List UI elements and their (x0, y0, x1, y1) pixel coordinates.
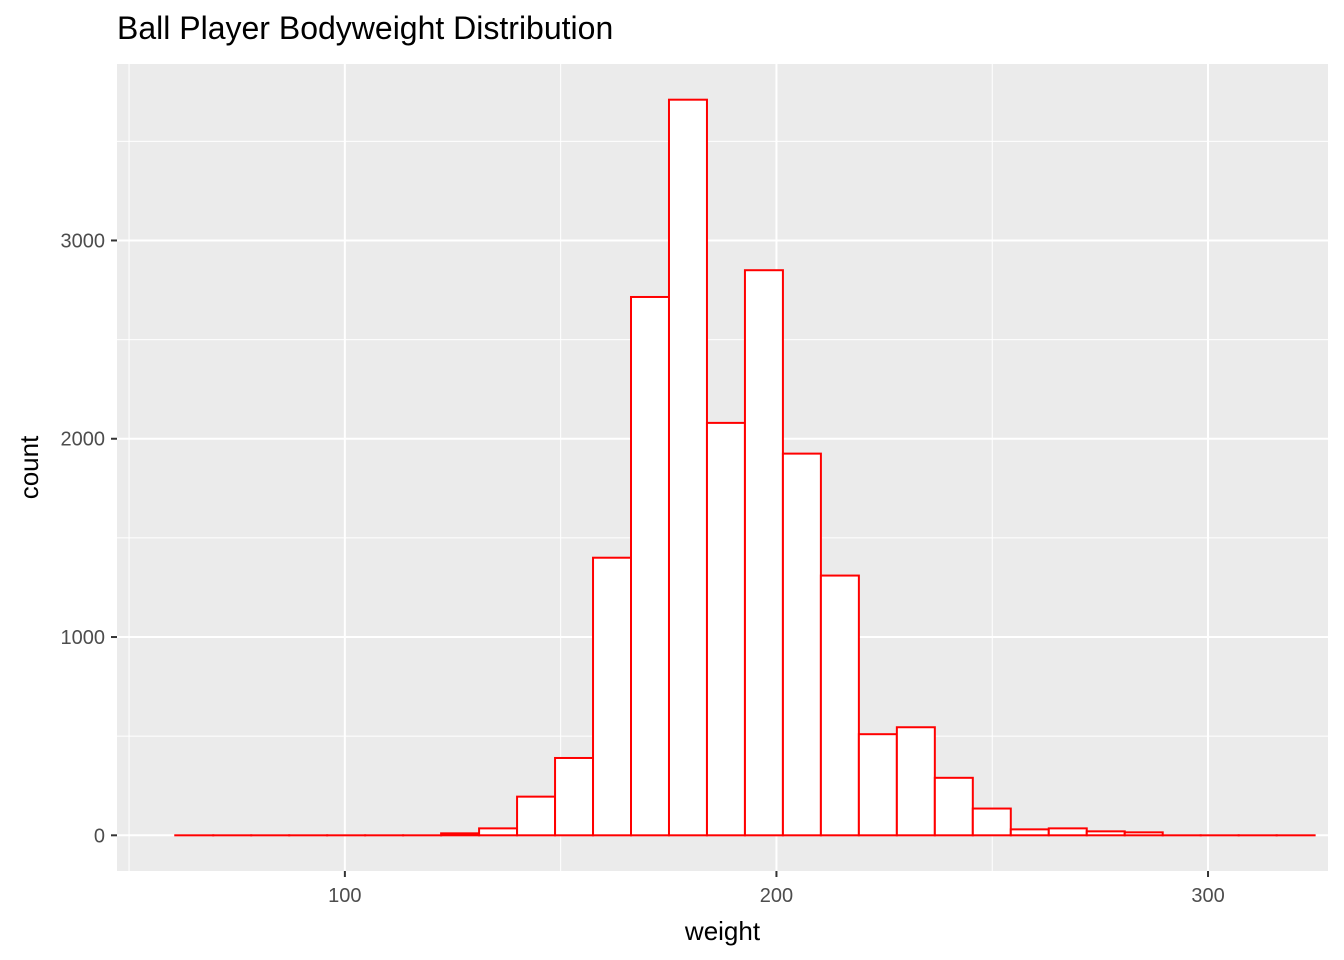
histogram-bar (781, 452, 822, 837)
x-tick-label: 300 (1191, 885, 1224, 907)
histogram-bar (516, 795, 557, 837)
y-tick-label: 3000 (61, 230, 106, 252)
histogram-bar (1047, 827, 1088, 837)
histogram-bar (857, 733, 898, 837)
histogram-bar (592, 556, 633, 837)
x-tick-label: 100 (328, 885, 361, 907)
histogram-bar (478, 827, 519, 837)
histogram-bar (1009, 828, 1050, 837)
y-tick-label: 2000 (61, 429, 106, 451)
y-axis: 0 1000 2000 3000 (61, 230, 117, 847)
histogram-bars (174, 98, 1316, 837)
histogram-bar (1085, 830, 1126, 837)
histogram-bar (1123, 831, 1164, 837)
histogram-bar (933, 776, 974, 837)
y-axis-title: count (14, 435, 44, 499)
histogram-bar (743, 269, 784, 837)
x-axis: 100 200 300 (328, 871, 1225, 907)
x-axis-title: weight (684, 916, 761, 946)
histogram-bar (667, 98, 708, 837)
histogram-bar (630, 295, 670, 837)
histogram-bar (819, 574, 860, 837)
x-tick-label: 200 (760, 885, 793, 907)
histogram-bar (895, 726, 936, 837)
y-tick-label: 0 (94, 825, 105, 847)
histogram-bar (440, 832, 481, 837)
chart-title: Ball Player Bodyweight Distribution (117, 10, 614, 46)
grid-minor (117, 64, 1328, 871)
histogram-bar (705, 421, 746, 837)
histogram-bar (971, 807, 1012, 837)
y-tick-label: 1000 (61, 627, 106, 649)
histogram-bar (554, 756, 595, 837)
